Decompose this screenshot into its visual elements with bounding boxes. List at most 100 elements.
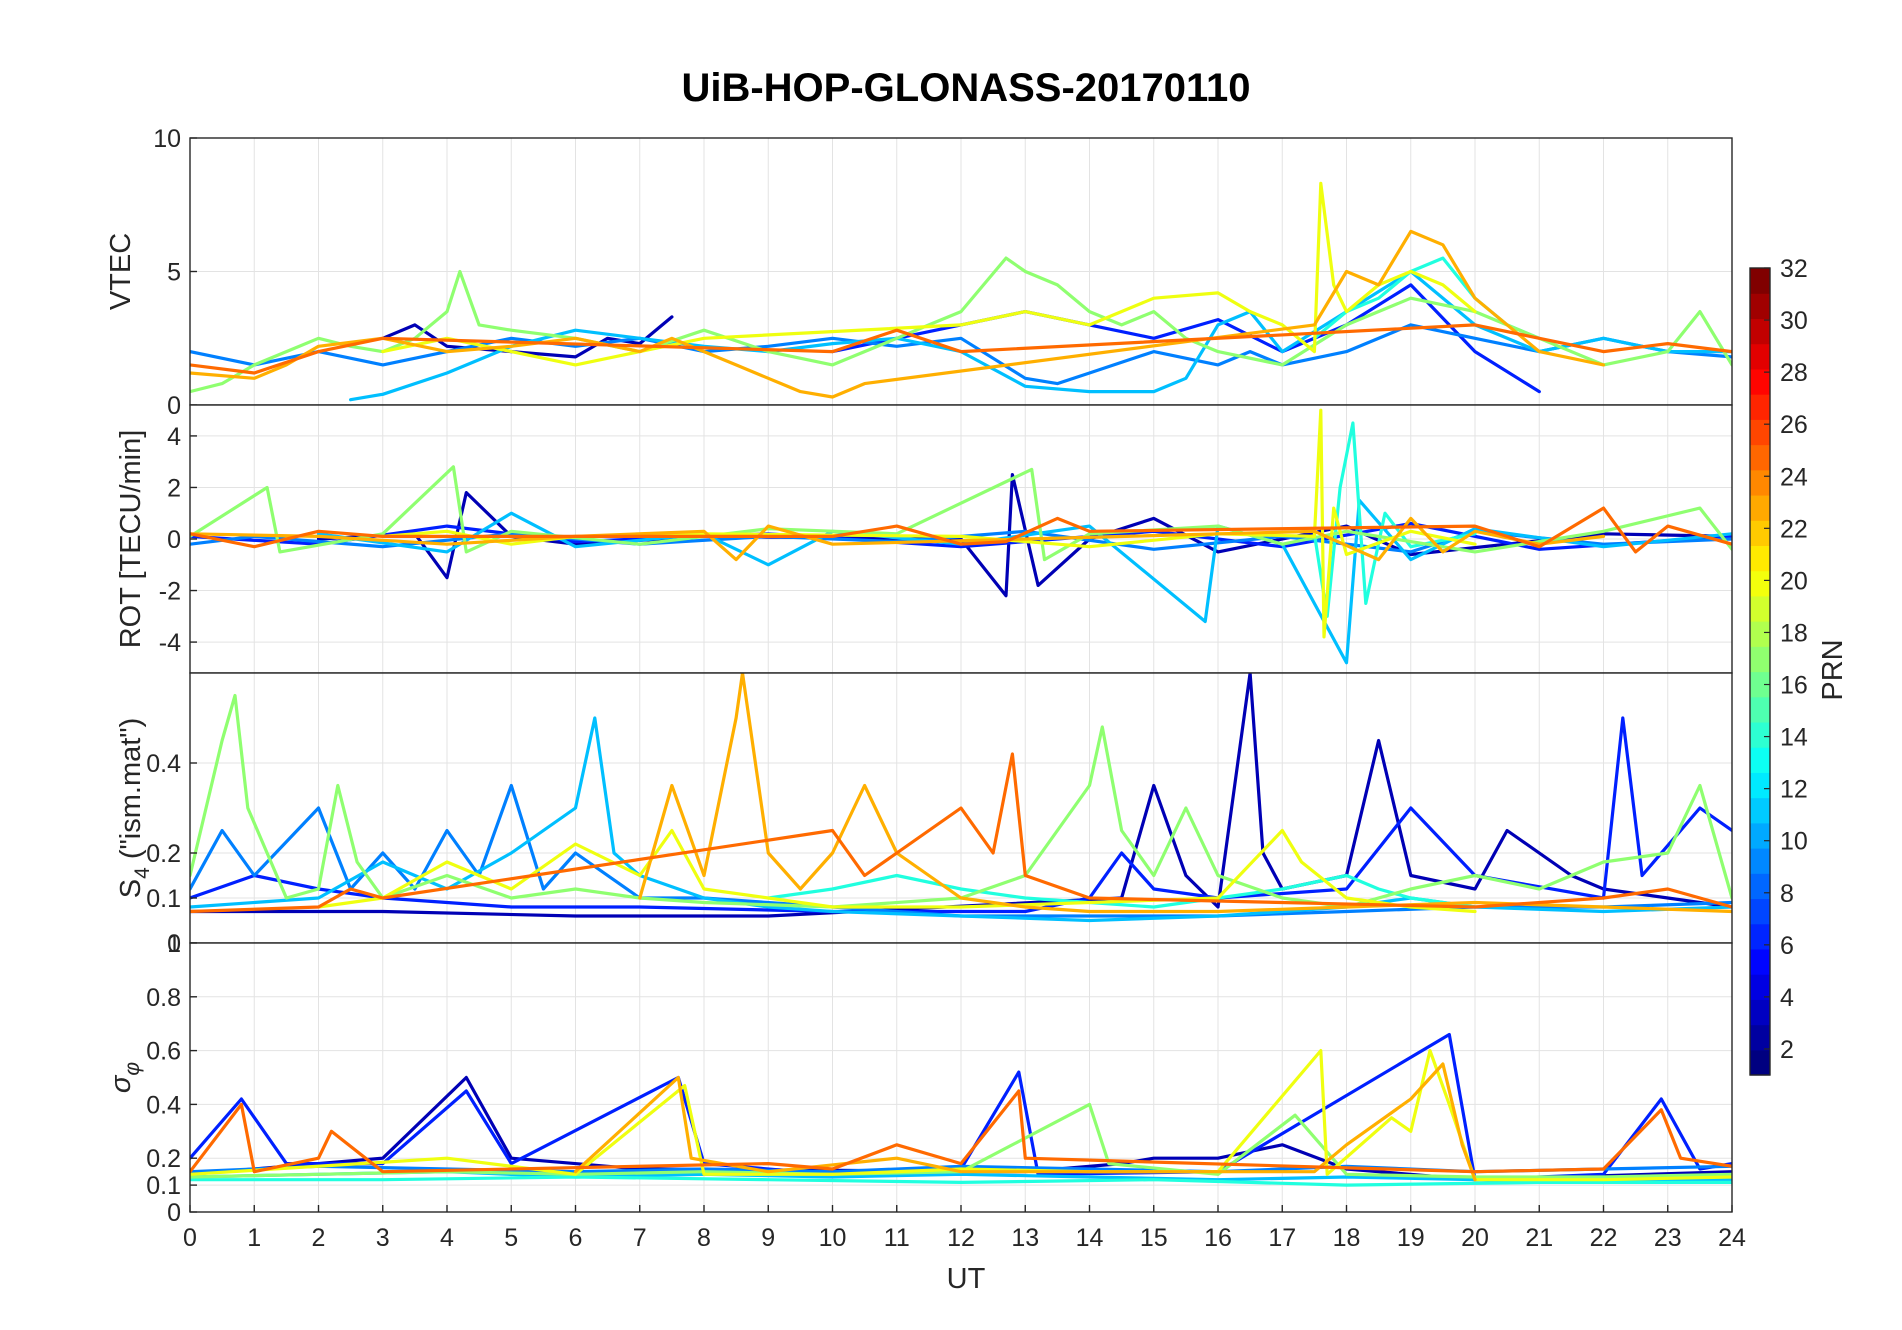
colorbar-tick-label-5: 12: [1780, 776, 1808, 804]
series-line-rot-prn-5: [190, 521, 1732, 551]
series-line-vtec-prn-24: [190, 323, 1732, 375]
series-line-rot-prn-24: [190, 506, 1732, 554]
colorbar-label: PRN: [1817, 639, 1849, 700]
colorbar-segment-26: [1750, 419, 1770, 446]
y-axis-label-rot: ROT [TECU/min]: [115, 430, 147, 649]
x-tick-label-7: 7: [633, 1224, 647, 1252]
colorbar-segment-30: [1750, 318, 1770, 345]
y-tick-label-sigma-3: 0.4: [146, 1091, 181, 1119]
y-tick-label-vtec-0: 0: [167, 392, 181, 420]
x-tick-labels: 0 1 2 3 4 5 6 7 8 9 10 11 12 13 14 15 16 17 18 19 20 21 22 23 24: [183, 1224, 1746, 1252]
colorbar-tick-label-12: 26: [1780, 411, 1808, 439]
traces-vtec: [190, 181, 1732, 402]
colorbar-segment-3: [1750, 999, 1770, 1026]
y-axis-label-sub-sigma: φ: [121, 1062, 144, 1076]
y-axis-label-sub-s4: 4: [131, 867, 154, 879]
colorbar-segment-27: [1750, 394, 1770, 420]
y-tick-label-sigma-1: 0.1: [146, 1172, 181, 1200]
colorbar-tick-label-6: 14: [1780, 724, 1808, 752]
x-tick-label-4: 4: [440, 1224, 454, 1252]
colorbar-segment-11: [1750, 797, 1770, 824]
x-tick-label-5: 5: [504, 1224, 518, 1252]
y-tick-label-sigma-6: 1: [167, 930, 181, 958]
traces-s4: [190, 673, 1732, 923]
y-axis-label-s4: S4 ("ism.mat"): [115, 718, 154, 899]
colorbar-segment-13: [1750, 747, 1770, 773]
y-tick-label-vtec-1: 5: [167, 259, 181, 287]
y-tick-label-s4-1: 0.1: [146, 885, 181, 913]
series-line-sigma-prn-22: [573, 1062, 1477, 1182]
colorbar-tick-label-9: 20: [1780, 567, 1808, 595]
series-line-s4-prn-24: [190, 752, 1732, 914]
colorbar-segment-29: [1750, 343, 1770, 370]
y-axis-label-main-sigma: σ: [105, 1074, 137, 1093]
colorbar-segment-17: [1750, 646, 1770, 673]
x-tick-label-9: 9: [761, 1224, 775, 1252]
colorbar-segment-15: [1750, 696, 1770, 723]
x-tick-label-1: 1: [247, 1224, 261, 1252]
colorbar-tick-label-15: 32: [1780, 255, 1808, 283]
colorbar-segment-5: [1750, 948, 1770, 975]
x-tick-label-21: 21: [1525, 1224, 1553, 1252]
colorbar-tick-label-0: 2: [1780, 1036, 1794, 1064]
y-tick-label-rot-2: 0: [167, 526, 181, 554]
x-tick-label-2: 2: [312, 1224, 326, 1252]
colorbar-segment-31: [1750, 293, 1770, 320]
colorbar-segment-1: [1750, 1049, 1770, 1076]
y-tick-label-vtec-2: 10: [153, 125, 181, 153]
series-line-s4-prn-5: [190, 716, 1732, 914]
x-tick-label-14: 14: [1076, 1224, 1104, 1252]
colorbar-segment-2: [1750, 1024, 1770, 1051]
colorbar-tick-label-11: 24: [1780, 463, 1808, 491]
y-tick-label-s4-3: 0.4: [146, 750, 181, 778]
y-tick-label-s4-0: 0: [167, 930, 181, 958]
y-tick-label-sigma-0: 0: [167, 1199, 181, 1227]
y-tick-label-sigma-5: 0.8: [146, 984, 181, 1012]
colorbar-tick-label-10: 22: [1780, 515, 1808, 543]
colorbar-segment-28: [1750, 368, 1770, 395]
series-line-rot-prn-17: [190, 465, 1732, 562]
series-line-rot-prn-11: [316, 498, 1732, 665]
colorbar-segment-18: [1750, 621, 1770, 647]
series-line-vtec-prn-20: [381, 181, 1477, 367]
colorbar-segment-4: [1750, 974, 1770, 1000]
y-tick-label-sigma-4: 0.6: [146, 1038, 181, 1066]
x-tick-label-13: 13: [1011, 1224, 1039, 1252]
colorbar-tick-label-4: 10: [1780, 828, 1808, 856]
x-tick-label-19: 19: [1397, 1224, 1425, 1252]
series-line-sigma-prn-14: [190, 1175, 1732, 1187]
series-line-s4-prn-2: [190, 673, 1732, 918]
colorbar-frame: [1749, 267, 1771, 1076]
colorbar-tick-label-3: 8: [1780, 880, 1794, 908]
colorbar-tick-label-13: 28: [1780, 359, 1808, 387]
series-line-vtec-prn-5: [830, 283, 1541, 394]
colorbar-tick-label-1: 4: [1780, 984, 1794, 1012]
colorbar-segment-12: [1750, 772, 1770, 799]
colorbar-segment-16: [1750, 671, 1770, 698]
x-tick-label-24: 24: [1718, 1224, 1746, 1252]
colorbar-segment-32: [1750, 268, 1770, 294]
x-tick-label-22: 22: [1590, 1224, 1618, 1252]
series-line-vtec-prn-8: [190, 323, 1732, 386]
series-line-s4-prn-22: [638, 673, 1732, 914]
x-tick-label-23: 23: [1654, 1224, 1682, 1252]
x-tick-label-11: 11: [884, 1224, 910, 1252]
y-tick-label-sigma-2: 0.2: [146, 1145, 181, 1173]
x-tick-label-17: 17: [1268, 1224, 1296, 1252]
colorbar-tick-label-7: 16: [1780, 672, 1808, 700]
panel-rot: -4 -2 0 2 4 ROT [TECU/min]: [115, 404, 1733, 674]
x-axis-label: UT: [947, 1263, 986, 1295]
series-line-sigma-prn-24: [190, 1089, 1732, 1174]
colorbar-tick-label-14: 30: [1780, 307, 1808, 335]
x-tick-label-3: 3: [376, 1224, 390, 1252]
x-tick-label-6: 6: [569, 1224, 583, 1252]
y-tick-label-rot-1: -2: [159, 578, 181, 606]
colorbar-segment-7: [1750, 898, 1770, 925]
colorbar-tick-label-8: 18: [1780, 619, 1808, 647]
y-tick-label-s4-2: 0.2: [146, 840, 181, 868]
traces-rot: [190, 408, 1732, 665]
y-axis-label-main-s4: S: [115, 879, 147, 898]
x-tick-label-10: 10: [819, 1224, 847, 1252]
